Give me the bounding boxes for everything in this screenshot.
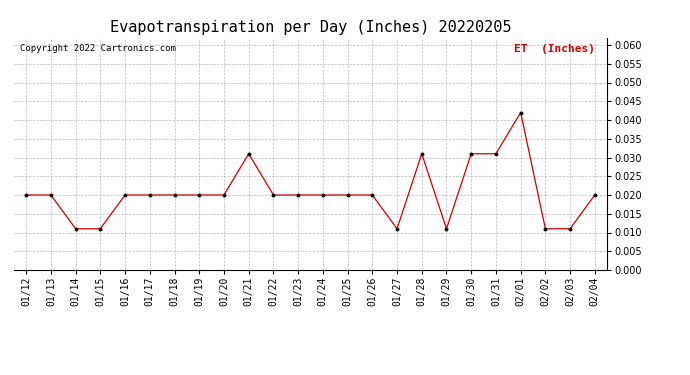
Title: Evapotranspiration per Day (Inches) 20220205: Evapotranspiration per Day (Inches) 2022… xyxy=(110,20,511,35)
Text: ET  (Inches): ET (Inches) xyxy=(514,45,595,54)
Text: Copyright 2022 Cartronics.com: Copyright 2022 Cartronics.com xyxy=(20,45,176,54)
